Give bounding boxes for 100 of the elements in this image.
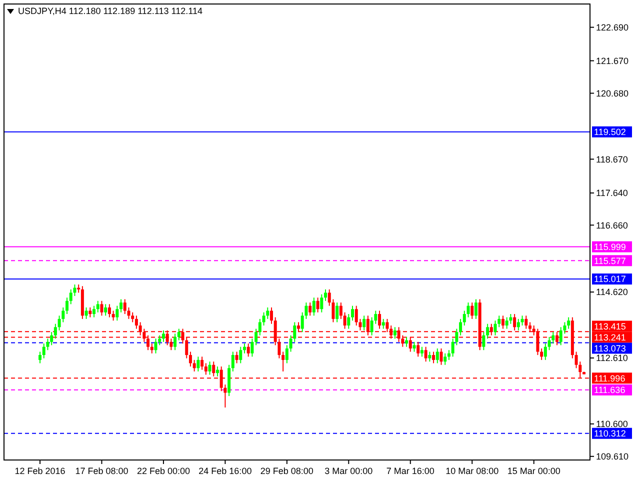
candlestick xyxy=(250,338,254,358)
y-tick-label: 117.640 xyxy=(596,188,628,198)
ref-line-label: 115.577 xyxy=(594,256,626,266)
candlestick xyxy=(424,346,428,362)
candlestick xyxy=(123,298,126,315)
candlestick xyxy=(231,351,234,372)
y-tick-label: 120.680 xyxy=(596,88,629,98)
x-tick-label: 29 Feb 08:00 xyxy=(260,466,314,476)
candlestick xyxy=(104,304,108,316)
candlestick xyxy=(235,351,238,364)
candlestick xyxy=(112,310,115,322)
candlestick xyxy=(462,310,466,326)
y-tick-label: 121.670 xyxy=(596,56,629,66)
ref-line-label: 113.415 xyxy=(594,321,626,332)
candlestick xyxy=(466,302,470,318)
ref-line-label: 111.636 xyxy=(594,385,626,396)
candlestick xyxy=(100,300,104,316)
candlestick xyxy=(84,306,88,320)
candlestick xyxy=(351,305,354,322)
candlestick xyxy=(362,315,366,331)
candlestick xyxy=(336,302,339,323)
x-tick-label: 24 Feb 16:00 xyxy=(198,466,252,476)
candlestick xyxy=(416,341,420,358)
ref-line-label: 119.502 xyxy=(594,127,626,138)
ref-line-label: 113.073 xyxy=(594,343,626,354)
candlestick xyxy=(432,351,436,364)
candlestick xyxy=(208,361,212,376)
candlestick xyxy=(459,318,462,336)
y-tick-label: 112.610 xyxy=(596,353,628,364)
candlestick xyxy=(420,346,424,358)
x-tick-label: 17 Feb 08:00 xyxy=(75,466,128,476)
y-tick-label: 118.670 xyxy=(596,154,628,164)
candlestick xyxy=(54,323,57,340)
candlestick xyxy=(505,316,508,330)
candlestick xyxy=(501,315,504,330)
candlestick xyxy=(347,314,350,330)
candlestick xyxy=(88,306,92,318)
x-tick-label: 7 Mar 16:00 xyxy=(386,466,434,476)
candlestick xyxy=(116,305,119,322)
candlestick xyxy=(134,315,138,330)
x-tick-label: 12 Feb 2016 xyxy=(14,466,66,476)
y-tick-label: 109.610 xyxy=(596,452,629,462)
y-tick-label: 114.620 xyxy=(596,287,628,298)
candlestick xyxy=(474,298,478,320)
ref-line-label: 111.996 xyxy=(594,373,626,384)
chart-title: USDJPY,H4 112.180 112.189 112.113 112.114 xyxy=(18,6,202,16)
candlestick xyxy=(150,343,154,354)
candlestick xyxy=(285,344,288,364)
y-tick-label: 116.660 xyxy=(596,220,628,230)
candlestick xyxy=(204,362,208,376)
candlestick xyxy=(520,315,524,326)
candlestick xyxy=(513,314,516,331)
candlestick xyxy=(312,297,316,316)
candlestick xyxy=(440,348,443,366)
candlestick xyxy=(567,316,570,330)
candlestick xyxy=(270,306,273,324)
candlestick xyxy=(66,297,69,315)
candlestick xyxy=(316,297,320,313)
candlestick xyxy=(258,318,262,336)
candlestick xyxy=(339,302,342,320)
candlestick xyxy=(428,351,432,362)
candlestick xyxy=(378,310,382,330)
candlestick xyxy=(540,348,544,360)
candlestick xyxy=(382,318,385,330)
y-tick-label: 110.600 xyxy=(596,419,628,430)
candlestick xyxy=(482,332,486,351)
candlestick xyxy=(96,300,100,313)
candlestick xyxy=(320,294,324,313)
candlestick xyxy=(216,366,219,377)
candlestick xyxy=(343,312,346,330)
candlestick xyxy=(486,323,490,340)
x-tick-label: 15 Mar 00:00 xyxy=(507,466,560,476)
candlestick xyxy=(162,330,165,342)
candlestick xyxy=(548,336,551,351)
candlestick xyxy=(92,305,96,318)
candlestick xyxy=(69,288,72,305)
ref-line-label: 115.017 xyxy=(594,274,626,284)
candlestick xyxy=(544,343,547,360)
candlestick xyxy=(158,334,162,346)
candlestick xyxy=(436,348,439,364)
ref-line-label: 110.312 xyxy=(594,428,626,439)
candlestick xyxy=(174,333,177,351)
candlestick xyxy=(192,359,196,372)
candlestick xyxy=(242,343,246,354)
candlestick xyxy=(246,343,250,358)
y-tick-label: 122.690 xyxy=(596,22,629,32)
candlestick xyxy=(196,356,200,372)
candlestick xyxy=(38,351,42,364)
candlestick xyxy=(447,350,450,360)
candlestick xyxy=(444,352,447,366)
x-tick-label: 22 Feb 00:00 xyxy=(136,466,190,476)
candlestick xyxy=(212,361,216,377)
candlestick xyxy=(412,341,416,352)
candlestick xyxy=(524,315,528,330)
candlestick xyxy=(108,304,111,318)
candlestick xyxy=(516,318,520,331)
candlestick xyxy=(308,302,312,316)
candlestick xyxy=(120,298,123,313)
candlestick xyxy=(282,351,285,372)
candlestick xyxy=(254,328,258,346)
